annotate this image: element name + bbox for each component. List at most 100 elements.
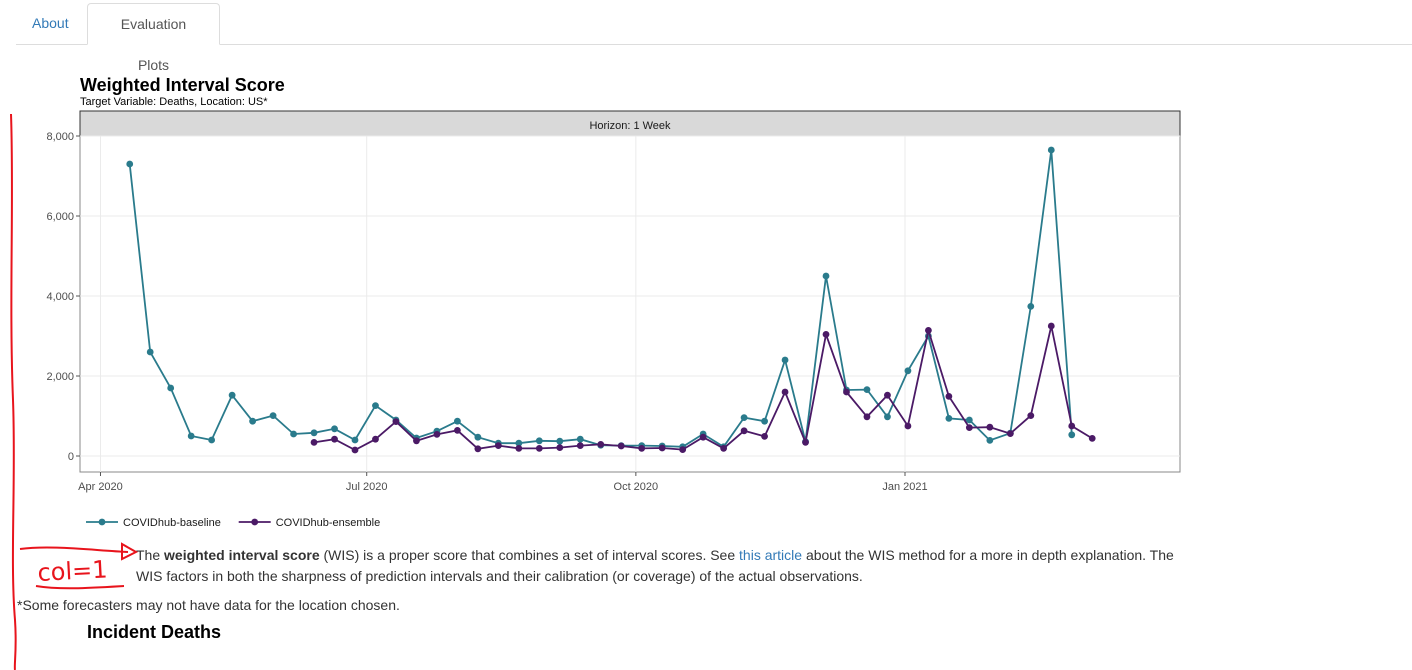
data-point — [515, 439, 523, 447]
chart-svg: Weighted Interval Score Target Variable:… — [46, 75, 1181, 529]
data-point — [720, 445, 728, 452]
data-point — [822, 331, 830, 338]
grid-lines — [80, 135, 1180, 472]
data-point — [802, 439, 809, 446]
data-point — [433, 431, 441, 438]
data-point — [167, 384, 175, 392]
tab-about[interactable]: About — [32, 15, 69, 31]
legend-swatch-point — [98, 518, 106, 526]
annotation-underline — [35, 585, 125, 590]
wis-description: The weighted interval score (WIS) is a p… — [136, 545, 1196, 587]
legend-label: COVIDhub-baseline — [123, 517, 221, 529]
data-point — [351, 446, 359, 454]
data-point — [146, 348, 154, 356]
data-point — [740, 427, 748, 435]
data-point — [1006, 430, 1014, 437]
y-tick-label: 8,000 — [46, 131, 74, 143]
chart-title: Weighted Interval Score — [80, 75, 285, 95]
legend: COVIDhub-baseline COVIDhub-ensemble — [86, 517, 380, 529]
wis-chart: Weighted Interval Score Target Variable:… — [0, 60, 1200, 545]
forecaster-note: *Some forecasters may not have data for … — [17, 597, 400, 613]
data-point — [515, 445, 523, 452]
data-point — [474, 445, 482, 453]
data-point — [126, 160, 134, 168]
data-point — [556, 444, 564, 451]
data-point — [413, 437, 420, 445]
data-point — [1047, 146, 1055, 154]
desc-mid: (WIS) is a proper score that combines a … — [319, 547, 740, 563]
data-point — [843, 388, 850, 396]
data-point — [576, 435, 584, 443]
annotation-arrow-line — [19, 546, 129, 553]
data-point — [884, 391, 891, 399]
data-point — [945, 415, 953, 422]
data-point — [679, 446, 687, 453]
data-point — [1027, 412, 1035, 419]
data-point — [822, 272, 830, 280]
data-point — [310, 429, 318, 437]
data-point — [372, 402, 379, 409]
facet-strip — [79, 110, 1181, 137]
data-point — [331, 435, 338, 443]
data-point — [945, 393, 953, 400]
data-point — [781, 356, 789, 364]
data-point — [884, 413, 891, 421]
data-point — [351, 436, 359, 444]
x-tick-label: Jan 2021 — [882, 481, 927, 493]
data-point — [535, 437, 543, 445]
data-point — [392, 418, 400, 425]
data-point — [535, 445, 543, 452]
data-point — [863, 386, 871, 393]
this-article-link[interactable]: this article — [739, 547, 803, 563]
tab-bar: About Evaluation Plots — [16, 3, 1412, 73]
desc-bold-term: weighted interval score — [164, 547, 320, 563]
y-axis: 0 2,000 4,000 6,000 8,000 — [46, 131, 80, 463]
series-covidhub-ensemble — [310, 322, 1096, 454]
data-point — [372, 435, 379, 443]
data-point — [904, 422, 912, 430]
tab-evaluation-plots[interactable]: Evaluation Plots — [87, 3, 220, 73]
data-point — [863, 413, 871, 421]
data-point — [331, 425, 338, 433]
facet-label: Horizon: 1 Week — [589, 120, 671, 132]
data-point — [965, 424, 973, 431]
data-point — [269, 412, 277, 419]
annotation-text: col=1 — [37, 555, 108, 587]
series-layer — [126, 146, 1096, 454]
data-point — [781, 388, 789, 396]
data-point — [617, 442, 625, 450]
section-title-incident-deaths: Incident Deaths — [87, 622, 222, 642]
data-point — [249, 417, 257, 425]
data-point — [310, 439, 318, 446]
x-tick-label: Oct 2020 — [614, 481, 659, 493]
data-point — [986, 437, 994, 444]
data-point — [986, 423, 994, 431]
data-point — [597, 441, 605, 448]
data-point — [761, 417, 768, 425]
data-point — [290, 430, 297, 438]
data-point — [1047, 322, 1055, 330]
data-point — [556, 437, 564, 445]
x-axis: Apr 2020 Jul 2020 Oct 2020 Jan 2021 — [78, 472, 928, 493]
data-point — [453, 427, 461, 434]
plot-panel — [79, 135, 1181, 473]
data-point — [187, 432, 195, 440]
data-point — [925, 327, 932, 334]
legend-label: COVIDhub-ensemble — [276, 517, 381, 529]
data-point — [1027, 303, 1035, 310]
desc-prefix: The — [136, 547, 165, 563]
data-point — [904, 367, 912, 375]
y-tick-label: 4,000 — [46, 291, 74, 303]
y-tick-label: 2,000 — [46, 371, 74, 383]
data-point — [228, 391, 236, 399]
y-tick-label: 0 — [68, 451, 74, 463]
annotation-arrowhead — [121, 542, 139, 561]
desc-suffix: about the WIS method for a more in depth… — [136, 547, 1174, 584]
data-point — [453, 417, 461, 425]
data-point — [761, 433, 768, 440]
data-point — [1088, 435, 1096, 442]
data-point — [965, 416, 973, 424]
x-tick-label: Jul 2020 — [346, 481, 388, 493]
data-point — [576, 442, 584, 449]
